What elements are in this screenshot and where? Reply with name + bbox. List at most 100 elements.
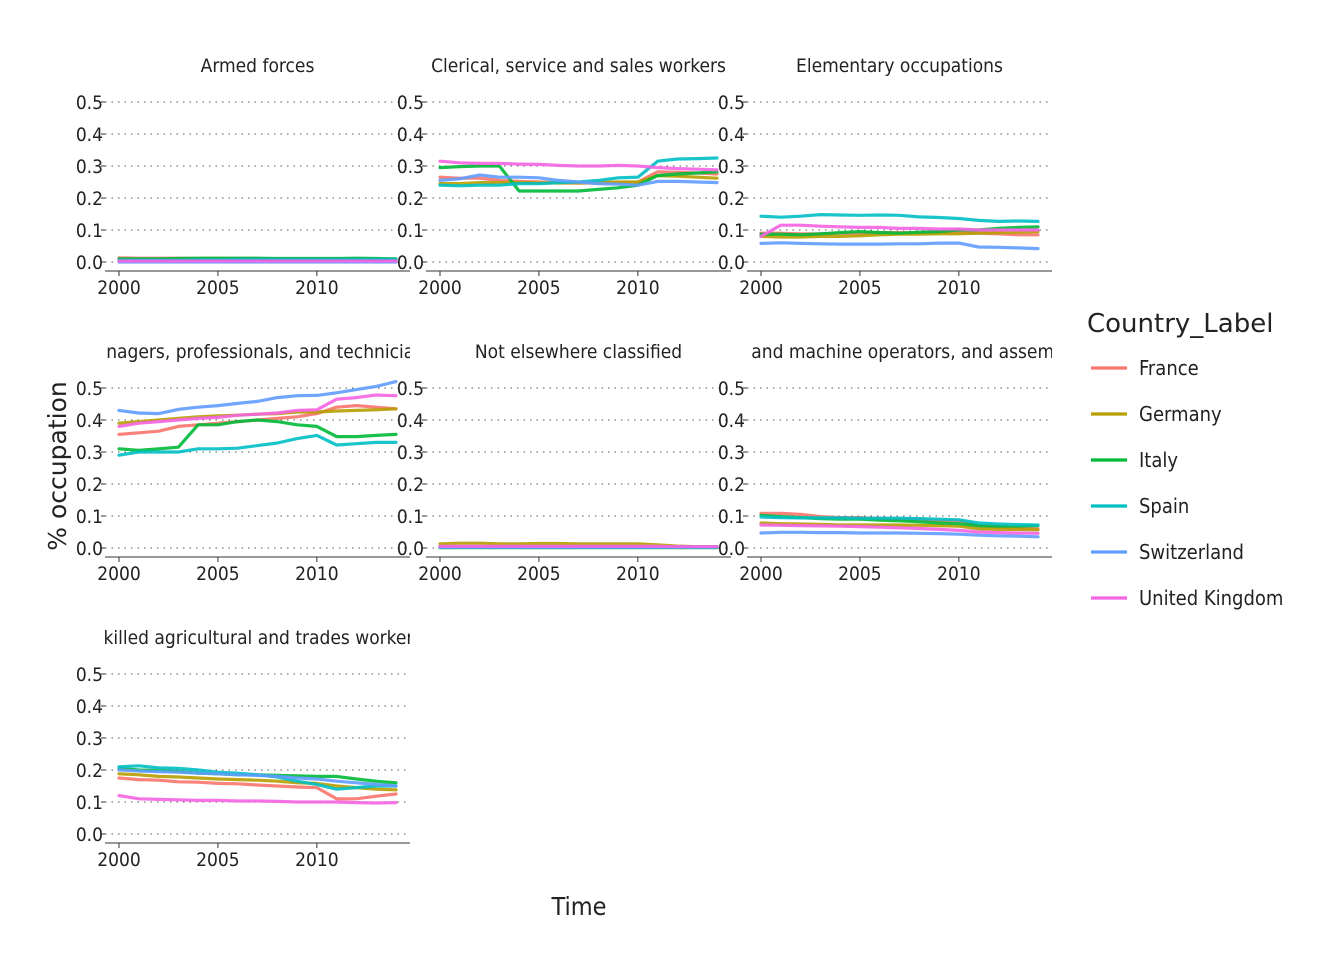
legend-label: Spain xyxy=(1139,494,1189,518)
x-tick-label: 2000 xyxy=(97,563,141,585)
y-tick-label: 0.2 xyxy=(718,474,745,496)
legend-entry-switzerland: Switzerland xyxy=(1091,540,1244,564)
legend-label: United Kingdom xyxy=(1139,586,1283,610)
series-line-switzerland xyxy=(117,768,398,788)
legend-label: Switzerland xyxy=(1139,540,1244,564)
y-tick-label: 0.1 xyxy=(76,220,103,242)
y-tick-label: 0.4 xyxy=(718,410,745,432)
facet-managers-professionals-and-technicians: Managers, professionals, and technicians… xyxy=(76,341,434,585)
x-tick-label: 2010 xyxy=(295,277,339,299)
x-tick-label: 2000 xyxy=(739,563,783,585)
y-tick-label: 0.4 xyxy=(76,696,103,718)
facet-title: Armed forces xyxy=(201,55,315,77)
series-line-switzerland xyxy=(759,530,1040,539)
x-tick-label: 2010 xyxy=(937,563,981,585)
x-tick-label: 2000 xyxy=(418,563,462,585)
legend-title: Country_Label xyxy=(1087,309,1273,339)
y-tick-label: 0.5 xyxy=(76,92,103,114)
x-tick-label: 2000 xyxy=(97,849,141,871)
series-line-italy xyxy=(117,418,398,452)
legend-entry-germany: Germany xyxy=(1091,402,1222,426)
x-tick-label: 2010 xyxy=(295,563,339,585)
facet-title: Not elsewhere classified xyxy=(475,341,682,363)
legend-entry-united-kingdom: United Kingdom xyxy=(1091,586,1283,610)
series-line-united-kingdom xyxy=(759,523,1040,535)
y-tick-label: 0.0 xyxy=(76,538,103,560)
y-tick-label: 0.4 xyxy=(718,124,745,146)
x-tick-label: 2005 xyxy=(517,563,561,585)
x-tick-label: 2010 xyxy=(616,563,660,585)
x-tick-label: 2010 xyxy=(616,277,660,299)
legend-entry-france: France xyxy=(1091,356,1199,380)
x-tick-label: 2005 xyxy=(517,277,561,299)
x-tick-label: 2000 xyxy=(418,277,462,299)
legend: Country_Label France Germany Italy Spain Swi… xyxy=(1087,309,1283,610)
facet-armed-forces: Armed forces 0.0 0.1 0.2 0.3 0.4 0.5 2000 2005 20… xyxy=(76,55,410,299)
facet-title: Managers, professionals, and technicians xyxy=(81,341,434,363)
x-tick-label: 2010 xyxy=(937,277,981,299)
y-tick-label: 0.0 xyxy=(76,252,103,274)
facet-panels: Armed forces 0.0 0.1 0.2 0.3 0.4 0.5 2000 2005 20… xyxy=(76,55,1052,871)
series-line-united-kingdom xyxy=(438,159,719,172)
y-tick-label: 0.5 xyxy=(397,92,424,114)
y-tick-label: 0.0 xyxy=(718,252,745,274)
legend-label: Italy xyxy=(1139,448,1178,472)
y-tick-label: 0.3 xyxy=(397,442,424,464)
series-line-switzerland xyxy=(438,173,719,187)
series-line-switzerland xyxy=(759,241,1040,251)
y-tick-label: 0.1 xyxy=(718,506,745,528)
series-line-united-kingdom xyxy=(117,393,398,428)
y-tick-label: 0.1 xyxy=(397,220,424,242)
y-tick-label: 0.5 xyxy=(718,378,745,400)
x-tick-label: 2005 xyxy=(196,563,240,585)
legend-entry-spain: Spain xyxy=(1091,494,1189,518)
y-tick-label: 0.1 xyxy=(718,220,745,242)
y-tick-label: 0.5 xyxy=(718,92,745,114)
y-tick-label: 0.1 xyxy=(397,506,424,528)
y-tick-label: 0.4 xyxy=(76,124,103,146)
y-tick-label: 0.2 xyxy=(76,474,103,496)
series-line-spain xyxy=(759,213,1040,223)
y-tick-label: 0.3 xyxy=(76,442,103,464)
y-tick-label: 0.0 xyxy=(718,538,745,560)
facet-title: Skilled agricultural and trades workers xyxy=(93,627,423,649)
y-tick-label: 0.3 xyxy=(76,728,103,750)
y-tick-label: 0.4 xyxy=(397,410,424,432)
y-tick-label: 0.2 xyxy=(718,188,745,210)
y-tick-label: 0.1 xyxy=(76,506,103,528)
facet-plant-and-machine-operators-and-assemblers: Plant and machine operators, and assembl… xyxy=(718,341,1052,585)
y-tick-label: 0.3 xyxy=(718,442,745,464)
y-tick-label: 0.4 xyxy=(76,410,103,432)
series-line-spain xyxy=(117,433,398,457)
y-tick-label: 0.2 xyxy=(397,188,424,210)
series-line-spain xyxy=(759,515,1040,527)
series-line-united-kingdom xyxy=(759,223,1040,238)
x-tick-label: 2005 xyxy=(196,277,240,299)
y-tick-label: 0.5 xyxy=(76,664,103,686)
facet-clerical-service-and-sales-workers: Clerical, service and sales workers 0.0 0.… xyxy=(397,55,731,299)
x-axis-title: Time xyxy=(551,892,607,921)
y-tick-label: 0.0 xyxy=(397,252,424,274)
x-tick-label: 2010 xyxy=(295,849,339,871)
facet-skilled-agricultural-and-trades-workers: Skilled agricultural and trades workers 0… xyxy=(76,627,423,871)
y-tick-label: 0.2 xyxy=(76,188,103,210)
legend-entries: France Germany Italy Spain Switzerland United… xyxy=(1091,356,1283,610)
series-line-italy xyxy=(438,164,719,193)
facet-title: Clerical, service and sales workers xyxy=(431,55,726,77)
y-axis-title: % occupation xyxy=(43,381,72,550)
y-tick-label: 0.2 xyxy=(76,760,103,782)
series-line-united-kingdom xyxy=(117,793,398,805)
x-tick-label: 2000 xyxy=(739,277,783,299)
y-tick-label: 0.5 xyxy=(397,378,424,400)
legend-label: Germany xyxy=(1139,402,1222,426)
y-tick-label: 0.4 xyxy=(397,124,424,146)
y-tick-label: 0.0 xyxy=(397,538,424,560)
x-tick-label: 2005 xyxy=(196,849,240,871)
x-tick-label: 2000 xyxy=(97,277,141,299)
y-tick-label: 0.3 xyxy=(76,156,103,178)
legend-entry-italy: Italy xyxy=(1091,448,1178,472)
legend-label: France xyxy=(1139,356,1199,380)
y-tick-label: 0.0 xyxy=(76,824,103,846)
y-tick-label: 0.3 xyxy=(397,156,424,178)
